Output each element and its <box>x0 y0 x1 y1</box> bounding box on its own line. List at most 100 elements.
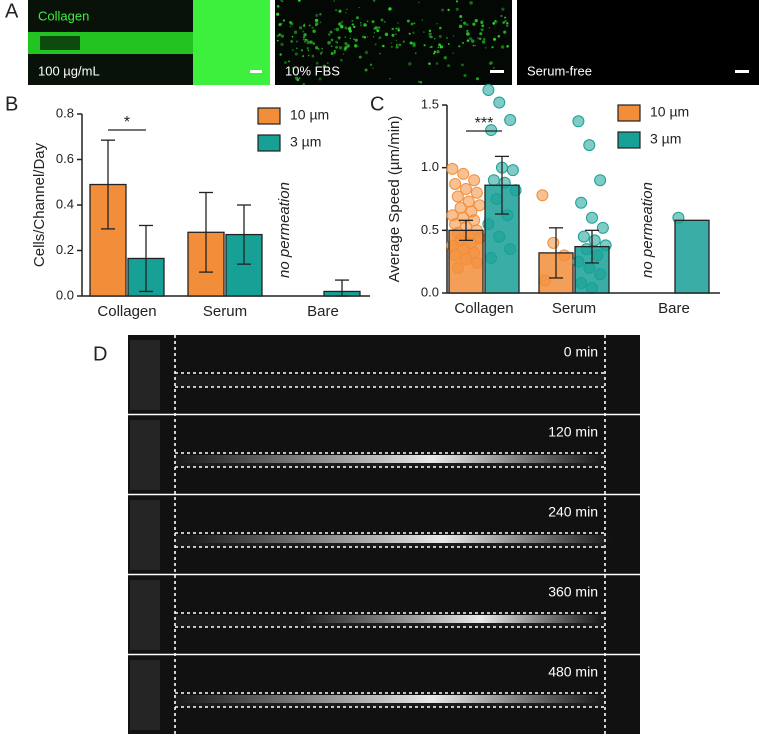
speckle <box>397 28 400 32</box>
speckle <box>319 21 322 24</box>
speckle <box>447 43 450 45</box>
speckle <box>481 21 483 23</box>
speckle <box>358 55 362 59</box>
legend-swatch <box>617 104 641 122</box>
data-point <box>493 96 506 109</box>
speckle <box>302 55 305 58</box>
speckle <box>302 24 306 27</box>
speckle <box>474 19 478 23</box>
speckle <box>497 35 501 38</box>
speckle <box>276 34 280 38</box>
speckle <box>443 56 448 60</box>
speckle <box>276 5 280 8</box>
speckle <box>345 11 347 14</box>
speckle <box>333 49 336 53</box>
speckle <box>395 39 397 42</box>
speckle <box>463 74 467 78</box>
speckle <box>278 33 281 36</box>
speckle <box>402 40 406 43</box>
significance-label: *** <box>475 115 494 132</box>
frame <box>128 495 640 574</box>
speckle <box>307 54 310 57</box>
speckle <box>333 28 336 31</box>
y-axis-label: Average Speed (µm/min) <box>386 116 403 283</box>
speckle <box>340 58 343 62</box>
speckle <box>465 23 469 27</box>
speckle <box>452 35 455 37</box>
speckle <box>469 1 473 5</box>
speckle <box>452 52 454 54</box>
speckle <box>307 49 310 52</box>
speckle <box>353 38 355 40</box>
speckle <box>364 68 368 72</box>
panel-label: B <box>5 93 18 115</box>
speckle <box>281 0 284 3</box>
speckle <box>354 38 358 42</box>
speckle <box>328 33 331 36</box>
speckle <box>303 33 307 37</box>
speckle <box>491 46 494 49</box>
speckle <box>466 32 470 36</box>
speckle <box>356 16 359 20</box>
speckle <box>348 29 352 33</box>
speckle <box>278 23 282 27</box>
speckle <box>280 22 283 25</box>
speckle <box>289 21 292 24</box>
speckle <box>410 22 414 26</box>
speckle <box>302 83 305 86</box>
time-lapse: 0 min 120 min 240 min 360 min 480 min <box>128 335 640 736</box>
speckle <box>306 39 309 42</box>
speckle <box>438 43 441 47</box>
cell-streak <box>180 455 600 463</box>
speckle <box>342 53 345 55</box>
speckle <box>344 42 348 46</box>
speckle <box>474 44 476 47</box>
x-tick-label: Bare <box>307 303 339 320</box>
speckle <box>330 51 334 56</box>
data-point <box>596 221 609 234</box>
data-point <box>457 167 470 180</box>
speckle <box>395 45 399 49</box>
image-label: 100 µg/mL <box>38 63 100 78</box>
speckle <box>395 27 398 30</box>
data-point <box>572 115 585 128</box>
speckle <box>494 20 497 22</box>
speckle <box>389 77 391 80</box>
legend-swatch <box>257 134 281 152</box>
reservoir <box>130 500 160 570</box>
data-point <box>449 177 462 190</box>
speckle <box>500 45 505 49</box>
y-tick-label: 0.0 <box>421 284 439 299</box>
speckle <box>417 80 420 83</box>
legend-label: 3 µm <box>650 131 681 147</box>
speckle <box>475 77 479 81</box>
annotation: no permeation <box>639 182 656 278</box>
speckle <box>321 47 323 50</box>
cell-streak <box>190 535 610 543</box>
data-point <box>451 190 464 203</box>
channel <box>175 375 605 387</box>
x-tick-label: Serum <box>552 300 596 317</box>
y-axis-label: Cells/Channel/Day <box>31 142 48 267</box>
speckle <box>373 27 376 30</box>
time-label: 0 min <box>564 344 598 360</box>
speckle <box>290 40 294 43</box>
speckle <box>363 23 367 27</box>
speckle <box>322 64 327 69</box>
speckle <box>335 27 340 32</box>
time-label: 360 min <box>548 584 598 600</box>
y-tick-label: 0.5 <box>421 222 439 237</box>
speckle <box>297 0 301 2</box>
data-point <box>506 164 519 177</box>
speckle <box>318 77 322 81</box>
y-tick-label: 1.0 <box>421 159 439 174</box>
y-tick-label: 1.5 <box>421 96 439 111</box>
speckle <box>309 41 311 43</box>
speckle <box>418 1 420 4</box>
speckle <box>441 8 444 12</box>
speckle <box>317 48 320 51</box>
speckle <box>288 60 291 63</box>
speckle <box>366 20 369 23</box>
speckle <box>298 26 303 30</box>
